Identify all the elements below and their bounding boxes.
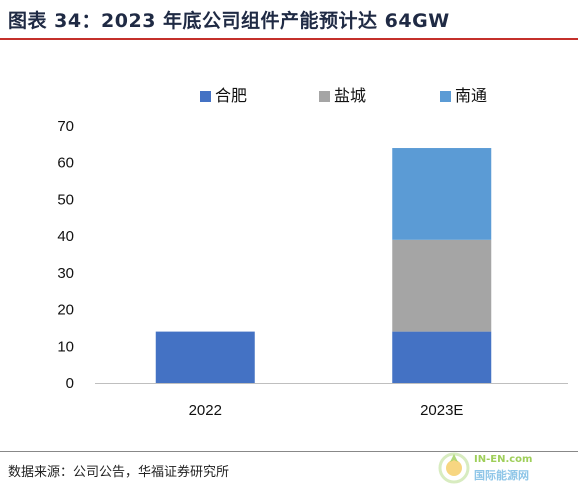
legend-label: 合肥	[215, 86, 247, 105]
x-axis: 2022 2023E	[95, 383, 568, 419]
legend-label: 盐城	[334, 86, 366, 105]
legend-swatch	[440, 91, 451, 102]
y-tick-label: 30	[57, 265, 74, 282]
y-tick-label: 60	[57, 155, 74, 172]
bar-segment	[155, 331, 255, 383]
footer-rule	[0, 451, 578, 452]
legend-label: 南通	[455, 86, 487, 105]
chart: 合肥 盐城 南通 0 10 20 30 40 50 60 70 2022 2023E	[57, 86, 568, 419]
y-axis: 0 10 20 30 40 50 60 70	[57, 118, 74, 392]
y-tick-label: 40	[57, 228, 74, 245]
watermark: IN-EN.com 国际能源网	[436, 448, 574, 488]
legend-swatch	[200, 91, 211, 102]
watermark-text-bottom: 国际能源网	[474, 469, 529, 482]
bar-segment	[392, 239, 492, 332]
x-tick-label: 2022	[189, 402, 222, 419]
y-tick-label: 50	[57, 191, 74, 208]
y-tick-label: 20	[57, 302, 74, 319]
bar-segment	[392, 331, 492, 383]
source-note: 数据来源：公司公告，华福证券研究所	[8, 465, 230, 480]
bar-segment	[392, 148, 492, 240]
bar-group	[155, 148, 492, 383]
figure-title: 图表 34：2023 年底公司组件产能预计达 64GW	[8, 10, 450, 32]
y-tick-label: 70	[57, 118, 74, 135]
watermark-text-top: IN-EN.com	[474, 454, 533, 465]
x-tick-label: 2023E	[420, 402, 463, 419]
y-tick-label: 0	[66, 375, 74, 392]
chart-legend: 合肥 盐城 南通	[200, 86, 487, 105]
legend-swatch	[319, 91, 330, 102]
watermark-logo-icon	[438, 452, 470, 484]
y-tick-label: 10	[57, 338, 74, 355]
title-rule	[0, 38, 578, 40]
